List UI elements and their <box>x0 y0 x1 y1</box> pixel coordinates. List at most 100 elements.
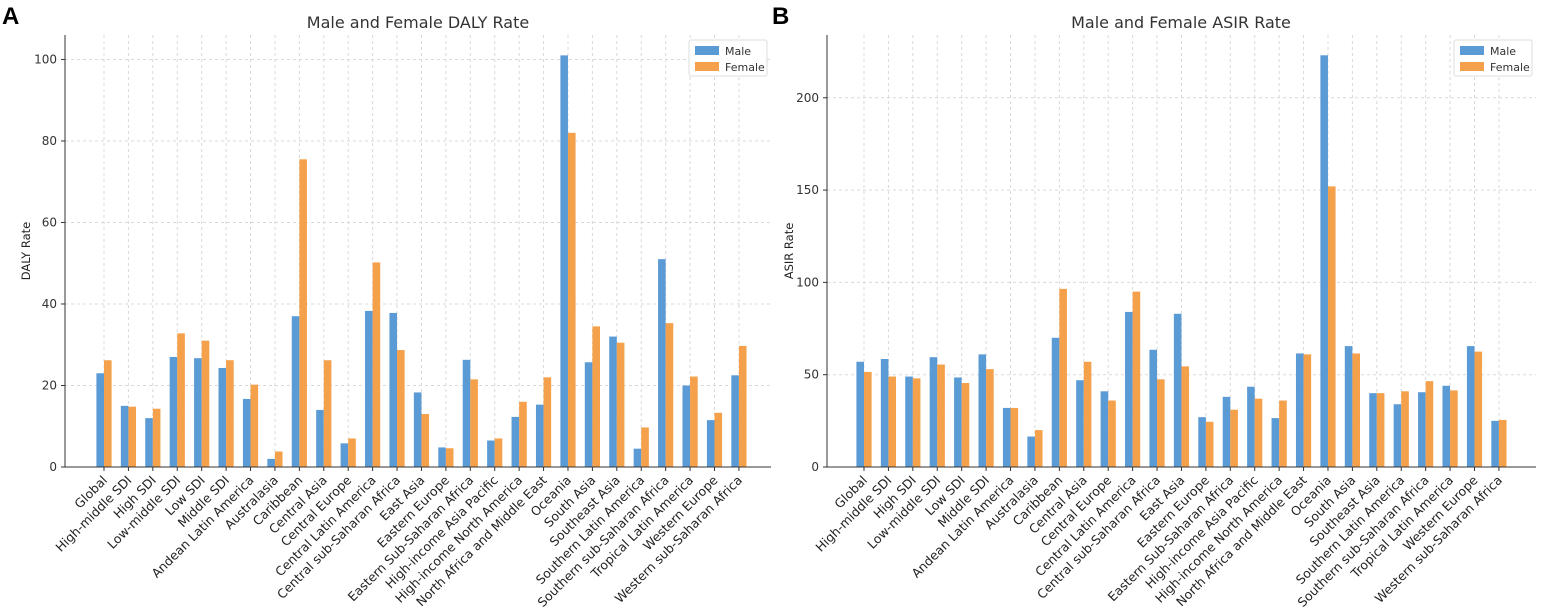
chart-title-b: Male and Female ASIR Rate <box>1071 13 1291 32</box>
bar-male-global <box>856 361 864 467</box>
bar-male-middle-sdi <box>978 354 987 467</box>
bar-female-eastern-europe <box>1205 421 1214 467</box>
bar-female-eastern-sub-saharan-africa <box>470 379 478 467</box>
y-ticks-a: 0 20 40 60 80 100 <box>34 52 65 474</box>
chart-title-a: Male and Female DALY Rate <box>307 13 529 32</box>
bar-female-high-income-north-america <box>519 401 527 467</box>
y-ticks-b: 0 50 100 150 200 <box>796 91 827 474</box>
legend-swatch-female <box>695 62 719 71</box>
bar-female-oceania <box>1327 186 1336 467</box>
bar-female-high-income-asia-pacific <box>494 438 503 467</box>
bar-male-central-latin-america <box>1125 311 1133 467</box>
bar-female-central-europe <box>1108 400 1116 467</box>
bar-male-high-sdi <box>145 418 153 467</box>
bar-male-north-africa-and-middle-east <box>1295 353 1304 467</box>
bar-male-high-sdi <box>905 376 913 467</box>
bar-female-andean-latin-america <box>250 384 259 467</box>
bar-female-south-asia <box>1352 353 1360 467</box>
bar-female-oceania <box>567 132 576 467</box>
bar-female-australasia <box>274 451 283 467</box>
bar-male-eastern-europe <box>1198 417 1206 467</box>
panel-letter-a: A <box>2 3 19 30</box>
bar-female-southern-latin-america <box>641 427 649 467</box>
bar-male-middle-sdi <box>218 367 227 467</box>
bar-male-low-sdi <box>954 377 962 467</box>
legend-a: Male Female <box>688 39 768 77</box>
bar-male-central-latin-america <box>365 310 373 467</box>
bar-male-central-europe <box>1100 391 1109 467</box>
bar-female-western-europe <box>714 412 723 467</box>
bar-male-southeast-asia <box>609 336 617 467</box>
y-tick-label-b: 0 <box>811 460 819 474</box>
bar-female-southern-sub-saharan-africa <box>1425 381 1434 467</box>
bar-male-western-europe <box>706 420 715 467</box>
bar-female-central-asia <box>1083 361 1092 467</box>
bar-male-eastern-sub-saharan-africa <box>462 359 471 467</box>
bar-male-east-asia <box>413 392 422 467</box>
panel-letter-b: B <box>772 3 789 30</box>
chart-panel-b: B Male and Female ASIR Rate ASIR Rate 0 5… <box>772 3 1536 610</box>
bar-male-oceania <box>560 55 568 468</box>
bar-male-high-income-asia-pacific <box>1247 386 1255 467</box>
bar-male-oceania <box>1320 55 1328 468</box>
bar-male-tropical-latin-america <box>1442 385 1451 467</box>
bar-male-low-sdi <box>194 358 202 467</box>
y-tick-label-b: 100 <box>796 275 819 289</box>
bar-male-australasia <box>267 458 275 467</box>
bar-female-central-sub-saharan-africa <box>1157 379 1165 467</box>
bar-female-east-asia <box>421 414 430 467</box>
bar-male-australasia <box>1027 436 1035 467</box>
bar-male-central-asia <box>1076 380 1084 467</box>
bar-male-high-middle-sdi <box>880 359 889 467</box>
y-tick-label-a: 60 <box>42 215 57 229</box>
bar-female-caribbean <box>1059 288 1067 467</box>
bar-female-southern-sub-saharan-africa <box>665 323 674 467</box>
chart-panel-a: A Male and Female DALY Rate DALY Rate 0 2… <box>2 3 771 610</box>
bar-male-southern-latin-america <box>1393 404 1402 467</box>
bar-female-south-asia <box>592 326 600 467</box>
bar-male-southern-latin-america <box>633 448 642 467</box>
bar-male-western-sub-saharan-africa <box>731 375 739 467</box>
bar-female-eastern-sub-saharan-africa <box>1230 409 1238 467</box>
bar-male-global <box>96 373 104 467</box>
bar-female-andean-latin-america <box>1010 407 1019 467</box>
legend-label-male: Male <box>725 45 751 58</box>
bar-female-central-sub-saharan-africa <box>397 350 405 467</box>
legend-label-male: Male <box>1490 45 1516 58</box>
bar-female-eastern-europe <box>445 448 454 467</box>
bars-b <box>856 55 1507 468</box>
bar-female-southeast-asia <box>1376 393 1385 467</box>
bar-male-south-asia <box>584 362 593 467</box>
bar-male-central-europe <box>340 443 349 467</box>
bar-male-eastern-europe <box>438 447 446 467</box>
bar-female-australasia <box>1034 430 1043 467</box>
bar-female-western-sub-saharan-africa <box>738 345 747 467</box>
bar-female-central-asia <box>323 360 332 467</box>
y-axis-label-b: ASIR Rate <box>782 223 796 280</box>
bar-male-north-africa-and-middle-east <box>535 404 544 467</box>
bar-female-north-africa-and-middle-east <box>543 377 552 467</box>
bar-female-high-sdi <box>152 408 161 467</box>
bar-female-low-sdi <box>201 340 210 467</box>
bar-male-western-europe <box>1466 346 1475 467</box>
legend-swatch-male <box>695 46 719 55</box>
y-tick-label-b: 150 <box>796 183 819 197</box>
bar-female-central-latin-america <box>372 262 381 467</box>
bar-female-caribbean <box>299 159 307 467</box>
bar-female-global <box>104 360 112 467</box>
bar-female-east-asia <box>1181 366 1190 467</box>
bar-male-low-middle-sdi <box>169 356 178 467</box>
bar-female-low-sdi <box>961 383 970 467</box>
bar-female-low-middle-sdi <box>937 364 945 467</box>
bar-male-caribbean <box>1051 337 1060 467</box>
bar-male-central-sub-saharan-africa <box>389 312 398 467</box>
bar-female-high-income-north-america <box>1279 400 1287 467</box>
bar-male-high-income-north-america <box>511 416 520 467</box>
y-tick-label-a: 80 <box>42 134 57 148</box>
bar-female-high-income-asia-pacific <box>1254 398 1263 467</box>
bar-male-high-middle-sdi <box>120 405 129 467</box>
bar-female-north-africa-and-middle-east <box>1303 354 1312 467</box>
legend-swatch-female <box>1460 62 1484 71</box>
